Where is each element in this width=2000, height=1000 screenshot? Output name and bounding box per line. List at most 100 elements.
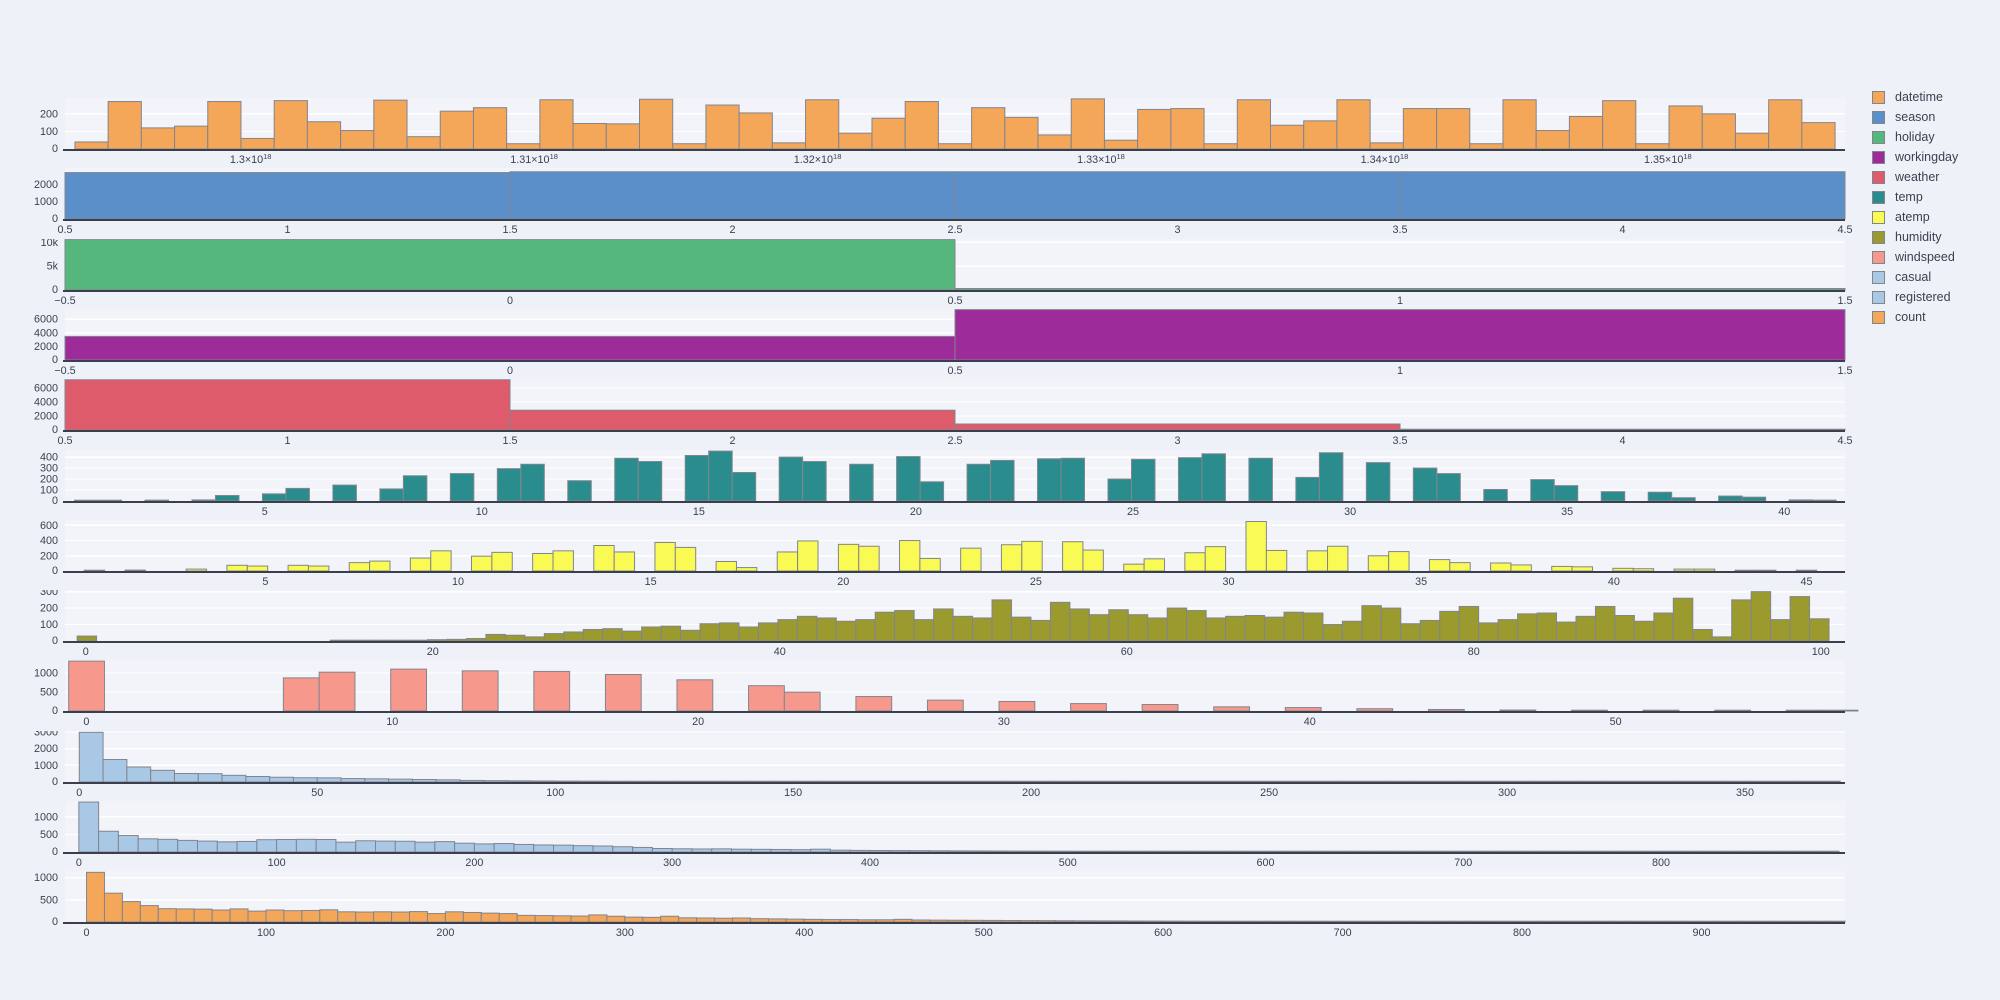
legend-label: atemp [1895, 210, 1930, 224]
svg-text:1.5: 1.5 [1837, 295, 1852, 307]
svg-text:300: 300 [616, 927, 634, 939]
legend: datetime season holiday workingday weather te… [1872, 88, 1997, 328]
y-tick-labels: 0 100 200 300 [40, 590, 58, 647]
svg-text:45: 45 [1800, 576, 1812, 588]
svg-text:200: 200 [1022, 787, 1040, 799]
casual-bars[interactable] [78, 731, 1841, 783]
legend-item-holiday[interactable]: holiday [1872, 128, 1997, 147]
svg-text:5k: 5k [47, 261, 59, 273]
svg-text:500: 500 [1059, 857, 1077, 869]
datetime-bars[interactable] [74, 98, 1836, 150]
humidity-bars[interactable] [76, 591, 1830, 642]
legend-swatch-casual [1872, 271, 1885, 284]
svg-text:1000: 1000 [34, 760, 58, 772]
y-tick-labels: 0 500 1000 [34, 811, 58, 858]
legend-label: registered [1895, 290, 1951, 304]
humidity-histogram[interactable]: 0 100 200 300 0 20 40 60 80 100 [0, 590, 1870, 660]
season-bars[interactable] [64, 171, 1846, 220]
svg-text:4.5: 4.5 [1837, 435, 1852, 447]
subplot-season: 0 1000 2000 0.5 1 1.5 2 2.5 3 3.5 4 4.5 [0, 168, 1870, 238]
x-tick-labels: −0.5 0 0.5 1 1.5 [54, 365, 1852, 377]
legend-label: humidity [1895, 230, 1942, 244]
season-histogram[interactable]: 0 1000 2000 0.5 1 1.5 2 2.5 3 3.5 4 4.5 [0, 168, 1870, 238]
svg-text:1.31×1018: 1.31×1018 [510, 152, 558, 166]
svg-text:−0.5: −0.5 [54, 295, 75, 307]
svg-text:300: 300 [1498, 787, 1516, 799]
legend-item-workingday[interactable]: workingday [1872, 148, 1997, 167]
svg-text:10: 10 [386, 716, 398, 728]
legend-label: weather [1895, 170, 1940, 184]
legend-item-atemp[interactable]: atemp [1872, 208, 1997, 227]
svg-text:20: 20 [692, 716, 704, 728]
svg-text:0.5: 0.5 [947, 365, 962, 377]
svg-text:0: 0 [52, 916, 58, 928]
count-histogram[interactable]: 0 500 1000 0 100 200 300 400 500 600 700 800 900 [0, 871, 1870, 941]
svg-text:5: 5 [262, 506, 268, 518]
registered-histogram[interactable]: 0 500 1000 0 100 200 300 400 500 600 700 800 [0, 801, 1870, 871]
svg-text:40: 40 [1608, 576, 1620, 588]
svg-text:20: 20 [910, 506, 922, 518]
svg-text:1: 1 [1397, 365, 1403, 377]
legend-item-casual[interactable]: casual [1872, 268, 1997, 287]
legend-item-temp[interactable]: temp [1872, 188, 1997, 207]
x-tick-labels: 5 10 15 20 25 30 35 40 45 [262, 576, 1812, 588]
gridlines [65, 672, 1845, 693]
svg-text:0: 0 [83, 646, 89, 658]
svg-text:700: 700 [1334, 927, 1352, 939]
svg-text:300: 300 [40, 590, 58, 598]
weather-bars[interactable] [64, 379, 1846, 431]
svg-text:5: 5 [262, 576, 268, 588]
svg-text:0: 0 [52, 776, 58, 788]
svg-text:0: 0 [83, 716, 89, 728]
svg-text:500: 500 [40, 686, 58, 698]
legend-item-humidity[interactable]: humidity [1872, 228, 1997, 247]
svg-text:1.5: 1.5 [502, 435, 517, 447]
legend-swatch-holiday [1872, 131, 1885, 144]
svg-text:3000: 3000 [34, 731, 58, 739]
legend-swatch-weather [1872, 171, 1885, 184]
svg-text:150: 150 [784, 787, 802, 799]
svg-text:6000: 6000 [34, 314, 58, 326]
svg-text:1: 1 [1397, 295, 1403, 307]
svg-text:4: 4 [1619, 224, 1625, 236]
casual-histogram[interactable]: 0 1000 2000 3000 0 50 100 150 200 250 300 350 [0, 731, 1870, 801]
svg-text:1.5: 1.5 [1837, 365, 1852, 377]
svg-text:200: 200 [465, 857, 483, 869]
legend-swatch-count [1872, 311, 1885, 324]
legend-item-count[interactable]: count [1872, 308, 1997, 327]
windspeed-histogram[interactable]: 0 500 1000 0 10 20 30 40 50 [0, 660, 1870, 730]
atemp-histogram[interactable]: 0 200 400 600 5 10 15 20 25 30 35 40 45 [0, 520, 1870, 590]
svg-text:1000: 1000 [34, 196, 58, 208]
legend-item-registered[interactable]: registered [1872, 288, 1997, 307]
registered-bars[interactable] [78, 801, 1840, 853]
svg-text:1.32×1018: 1.32×1018 [794, 152, 842, 166]
legend-item-datetime[interactable]: datetime [1872, 88, 1997, 107]
datetime-histogram[interactable]: 0 100 200 1.3×1018 1.31×1018 1.32×1018 1.33×10… [0, 98, 1870, 168]
legend-item-season[interactable]: season [1872, 108, 1997, 127]
temp-bars[interactable] [74, 450, 1837, 502]
svg-text:0: 0 [52, 846, 58, 858]
y-tick-labels: 0 5k 10k [41, 239, 59, 296]
legend-label: count [1895, 310, 1926, 324]
svg-text:3: 3 [1174, 435, 1180, 447]
svg-text:1.3×1018: 1.3×1018 [230, 152, 272, 166]
legend-label: workingday [1895, 150, 1959, 164]
windspeed-bars[interactable] [68, 660, 1859, 712]
legend-item-weather[interactable]: weather [1872, 168, 1997, 187]
legend-swatch-datetime [1872, 91, 1885, 104]
svg-text:6000: 6000 [34, 383, 58, 395]
legend-item-windspeed[interactable]: windspeed [1872, 248, 1997, 267]
holiday-bars[interactable] [64, 239, 1846, 291]
svg-text:100: 100 [40, 619, 58, 631]
svg-text:100: 100 [546, 787, 564, 799]
svg-text:3.5: 3.5 [1392, 435, 1407, 447]
legend-label: season [1895, 110, 1936, 124]
svg-text:200: 200 [40, 474, 58, 486]
svg-text:800: 800 [1652, 857, 1670, 869]
legend-swatch-temp [1872, 191, 1885, 204]
legend-label: datetime [1895, 90, 1943, 104]
